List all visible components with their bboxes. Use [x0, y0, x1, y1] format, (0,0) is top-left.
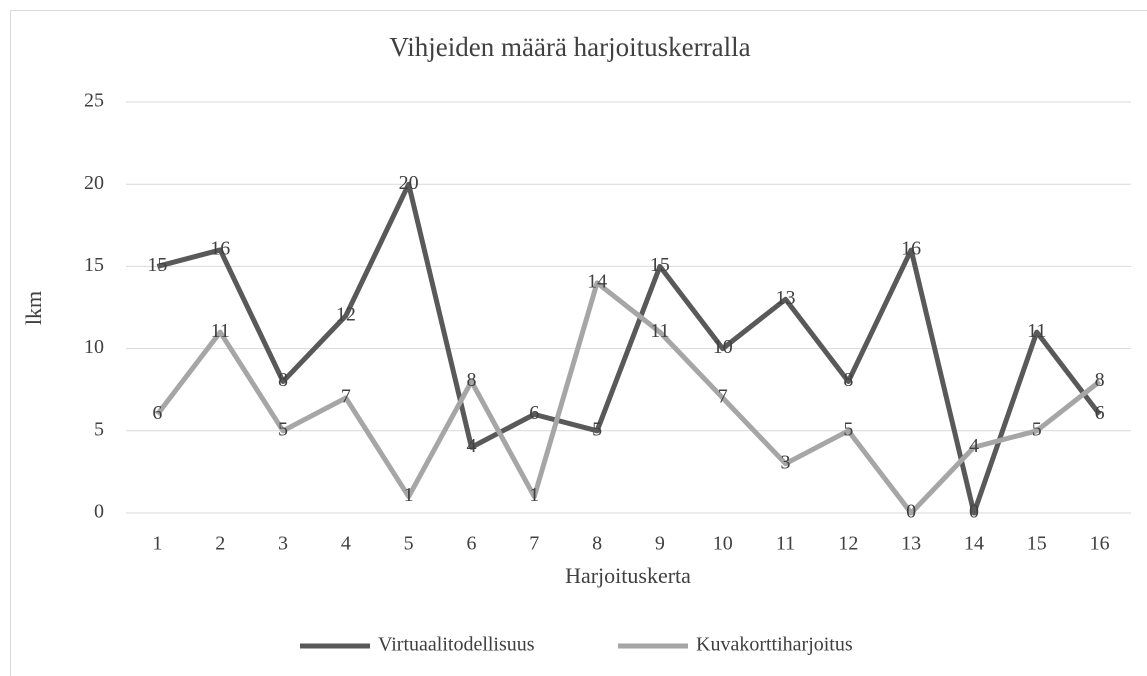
data-label: 5 [1032, 418, 1042, 440]
data-label: 16 [210, 238, 230, 260]
data-label: 20 [399, 172, 419, 194]
x-tick-label: 16 [1090, 533, 1110, 555]
y-tick-label: 5 [94, 418, 104, 440]
x-tick-label: 8 [592, 533, 602, 555]
x-tick-label: 13 [901, 533, 921, 555]
data-label: 5 [592, 418, 602, 440]
x-tick-label: 11 [776, 533, 795, 555]
y-tick-label: 0 [94, 501, 104, 523]
y-tick-label: 25 [84, 90, 104, 112]
data-label: 11 [1027, 320, 1046, 342]
data-label: 7 [718, 386, 728, 408]
chart-border [10, 10, 1147, 676]
data-label: 11 [650, 320, 669, 342]
y-tick-label: 15 [84, 254, 104, 276]
data-label: 11 [211, 320, 230, 342]
data-label: 13 [776, 287, 796, 309]
data-label: 3 [781, 451, 791, 473]
x-tick-label: 14 [964, 533, 984, 555]
series-line [156, 181, 1102, 516]
data-label: 14 [587, 270, 607, 292]
x-axis-title: Harjoituskerta [565, 563, 691, 588]
x-tick-label: 5 [404, 533, 414, 555]
data-label: 1 [529, 484, 539, 506]
data-label: 4 [969, 435, 979, 457]
x-tick-label: 3 [278, 533, 288, 555]
x-tick-label: 10 [713, 533, 733, 555]
data-label: 0 [969, 501, 979, 523]
data-label: 15 [650, 254, 670, 276]
x-tick-label: 2 [215, 533, 225, 555]
x-tick-label: 15 [1027, 533, 1047, 555]
data-label: 12 [336, 303, 356, 325]
data-label: 7 [341, 386, 351, 408]
x-tick-label: 4 [341, 533, 351, 555]
data-label: 8 [843, 369, 853, 391]
y-tick-label: 10 [84, 336, 104, 358]
legend-label: Virtuaalitodellisuus [378, 634, 535, 656]
data-label: 6 [529, 402, 539, 424]
data-label: 10 [713, 336, 733, 358]
data-label: 0 [906, 501, 916, 523]
data-label: 16 [901, 238, 921, 260]
data-label: 5 [278, 418, 288, 440]
legend-label: Kuvakorttiharjoitus [696, 634, 853, 656]
x-tick-label: 12 [838, 533, 858, 555]
data-label: 8 [1095, 369, 1105, 391]
data-label: 5 [843, 418, 853, 440]
series-line [155, 280, 1102, 516]
data-label: 4 [466, 435, 476, 457]
x-tick-label: 9 [655, 533, 665, 555]
x-tick-label: 1 [152, 533, 162, 555]
data-label: 6 [152, 402, 162, 424]
data-label: 8 [466, 369, 476, 391]
data-label: 1 [404, 484, 414, 506]
data-label: 6 [1095, 402, 1105, 424]
y-axis-title: lkm [21, 291, 46, 325]
chart-title: Vihjeiden määrä harjoituskerralla [389, 32, 750, 62]
data-label: 8 [278, 369, 288, 391]
x-tick-label: 7 [529, 533, 539, 555]
x-tick-label: 6 [466, 533, 476, 555]
data-label: 15 [147, 254, 167, 276]
y-tick-label: 20 [84, 172, 104, 194]
